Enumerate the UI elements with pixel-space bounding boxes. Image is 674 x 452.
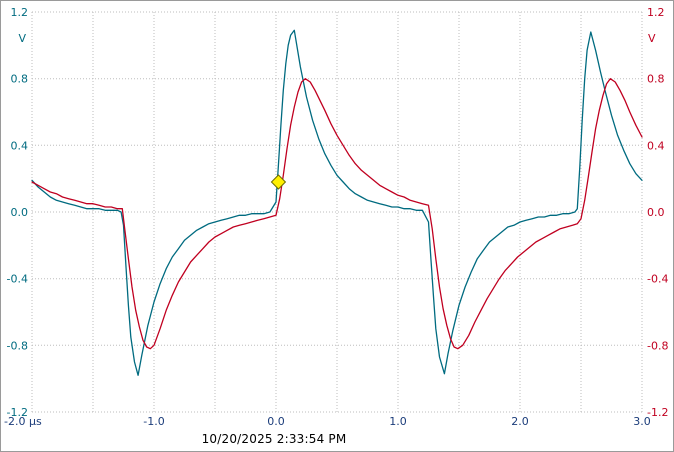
y-tick-label-left: 0.8 bbox=[11, 73, 29, 86]
y-tick-label-left: -1.2 bbox=[7, 406, 28, 419]
y-tick-label-left: 1.2 bbox=[11, 6, 29, 19]
y-tick-label-right: 0.0 bbox=[647, 206, 665, 219]
y-axis-unit-right: V bbox=[648, 32, 656, 45]
trace-series-1 bbox=[31, 29, 643, 376]
x-tick-label: 3.0 bbox=[633, 415, 651, 428]
cursor-marker-diamond[interactable] bbox=[270, 174, 287, 190]
x-tick-label: -1.0 bbox=[143, 415, 164, 428]
y-tick-label-right: -0.4 bbox=[647, 273, 668, 286]
y-tick-label-right: 1.2 bbox=[647, 6, 665, 19]
trace-series-2 bbox=[31, 78, 643, 350]
y-tick-label-right: 0.8 bbox=[647, 73, 665, 86]
x-tick-label: 1.0 bbox=[389, 415, 407, 428]
x-tick-label: 2.0 bbox=[511, 415, 529, 428]
y-tick-label-left: -0.8 bbox=[7, 339, 28, 352]
y-tick-label-left: -0.4 bbox=[7, 273, 28, 286]
y-axis-unit-left: V bbox=[18, 32, 26, 45]
y-tick-label-right: -0.8 bbox=[647, 339, 668, 352]
y-tick-label-right: 0.4 bbox=[647, 139, 665, 152]
x-tick-label: 0.0 bbox=[267, 415, 285, 428]
y-tick-label-left: 0.4 bbox=[11, 139, 29, 152]
y-tick-label-right: -1.2 bbox=[647, 406, 668, 419]
y-tick-label-left: 0.0 bbox=[11, 206, 29, 219]
timestamp: 10/20/2025 2:33:54 PM bbox=[201, 432, 347, 446]
x-tick-label: -2.0 µs bbox=[4, 415, 42, 428]
